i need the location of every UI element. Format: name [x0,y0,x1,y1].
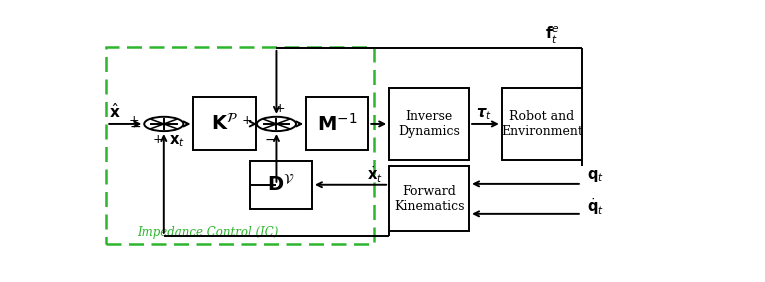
Text: Inverse
Dynamics: Inverse Dynamics [398,110,460,138]
Text: Forward
Kinematics: Forward Kinematics [394,185,464,213]
Circle shape [257,117,296,131]
Text: $\mathbf{q}_t$: $\mathbf{q}_t$ [587,168,604,184]
Text: +: + [275,102,285,114]
Text: Impedance Control (IC): Impedance Control (IC) [138,226,278,239]
FancyBboxPatch shape [502,88,581,160]
Text: $\mathbf{K}^{\mathcal{P}}$: $\mathbf{K}^{\mathcal{P}}$ [211,113,238,134]
FancyBboxPatch shape [389,166,469,232]
Text: −: − [129,120,141,134]
Text: $\dot{\mathbf{q}}_t$: $\dot{\mathbf{q}}_t$ [587,196,604,217]
Circle shape [145,117,184,131]
Text: +: + [242,114,252,127]
Text: $\mathbf{x}_t$: $\mathbf{x}_t$ [168,133,184,149]
Text: +: + [129,114,139,127]
Text: $\hat{\mathbf{x}}$: $\hat{\mathbf{x}}$ [109,103,120,122]
FancyBboxPatch shape [249,161,312,209]
Text: +: + [153,133,163,146]
Text: Robot and
Environment: Robot and Environment [501,110,583,138]
Text: $\dot{\mathbf{x}}_t$: $\dot{\mathbf{x}}_t$ [367,165,383,185]
Text: $\mathbf{f}_t^e$: $\mathbf{f}_t^e$ [545,25,559,46]
FancyBboxPatch shape [389,88,469,160]
Text: −: − [265,133,276,147]
Text: $\mathbf{D}^{\mathcal{V}}$: $\mathbf{D}^{\mathcal{V}}$ [267,174,295,195]
FancyBboxPatch shape [306,97,368,150]
FancyBboxPatch shape [194,97,256,150]
Text: $\mathbf{M}^{-1}$: $\mathbf{M}^{-1}$ [317,113,357,134]
Text: $\boldsymbol{\tau}_t$: $\boldsymbol{\tau}_t$ [476,106,492,122]
